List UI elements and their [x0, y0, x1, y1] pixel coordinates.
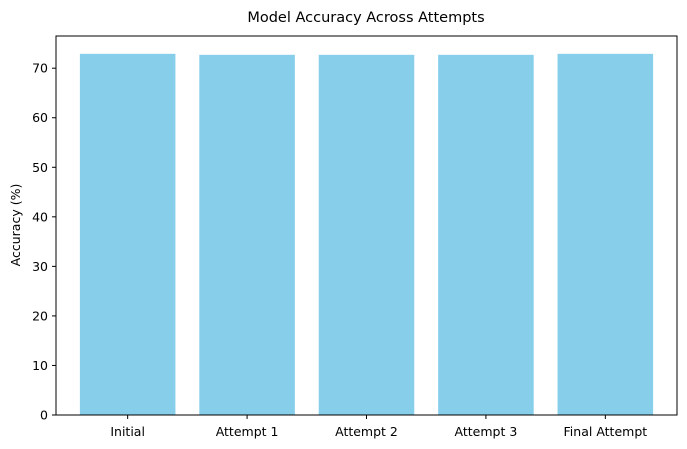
x-tick-label: Attempt 1: [216, 424, 279, 439]
y-tick-label: 20: [32, 308, 48, 323]
y-tick-label: 0: [40, 408, 48, 423]
x-tick-label: Initial: [110, 424, 145, 439]
bars-group: [79, 53, 654, 416]
x-tick-label: Attempt 3: [455, 424, 518, 439]
x-tick-label: Final Attempt: [564, 424, 648, 439]
bar-3: [438, 54, 534, 416]
bar-2: [318, 54, 415, 416]
y-axis: 0 10 20 30 40 50 60 70: [32, 61, 56, 423]
x-tick-label: Attempt 2: [335, 424, 398, 439]
x-axis: Initial Attempt 1 Attempt 2 Attempt 3 Final …: [110, 415, 647, 439]
bar-4: [557, 53, 654, 415]
y-tick-label: 70: [32, 61, 48, 76]
y-tick-label: 40: [32, 209, 48, 224]
y-tick-label: 50: [32, 160, 48, 175]
chart-title: Model Accuracy Across Attempts: [247, 10, 484, 26]
plot-frame: [55, 35, 678, 416]
bar-0: [79, 53, 176, 415]
bar-1: [199, 54, 295, 416]
y-tick-label: 30: [32, 259, 48, 274]
y-tick-label: 60: [32, 110, 48, 125]
y-tick-label: 10: [32, 358, 48, 373]
y-axis-label: Accuracy (%): [8, 184, 23, 267]
